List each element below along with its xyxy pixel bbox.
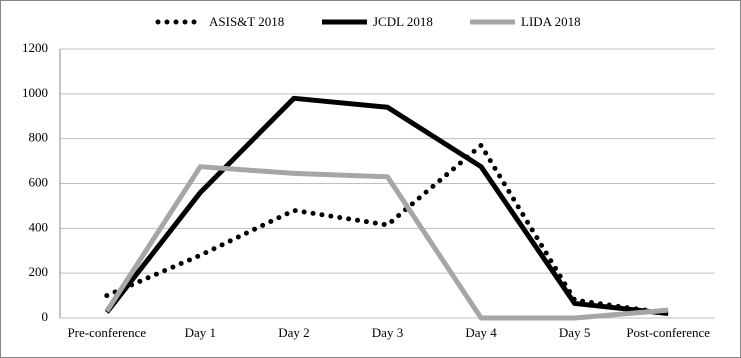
- legend-label: LIDA 2018: [521, 14, 581, 29]
- x-tick-label: Day 4: [465, 325, 497, 340]
- y-tick-label: 600: [29, 174, 49, 189]
- y-tick-label: 1200: [22, 40, 48, 55]
- y-tick-label: 200: [29, 264, 49, 279]
- y-tick-label: 400: [29, 219, 49, 234]
- y-tick-label: 0: [42, 309, 49, 324]
- series-line: [104, 164, 669, 321]
- x-tick-label: Post-conference: [626, 325, 710, 340]
- series-line: [104, 95, 669, 317]
- legend-label: JCDL 2018: [373, 14, 433, 29]
- x-tick-label: Day 1: [185, 325, 216, 340]
- x-tick-label: Day 5: [559, 325, 590, 340]
- x-tick-label: Pre-conference: [67, 325, 146, 340]
- legend-label: ASIS&T 2018: [209, 14, 284, 29]
- y-tick-label: 800: [29, 130, 49, 145]
- x-tick-label: Day 2: [278, 325, 309, 340]
- x-tick-label: Day 3: [372, 325, 403, 340]
- y-tick-label: 1000: [22, 85, 48, 100]
